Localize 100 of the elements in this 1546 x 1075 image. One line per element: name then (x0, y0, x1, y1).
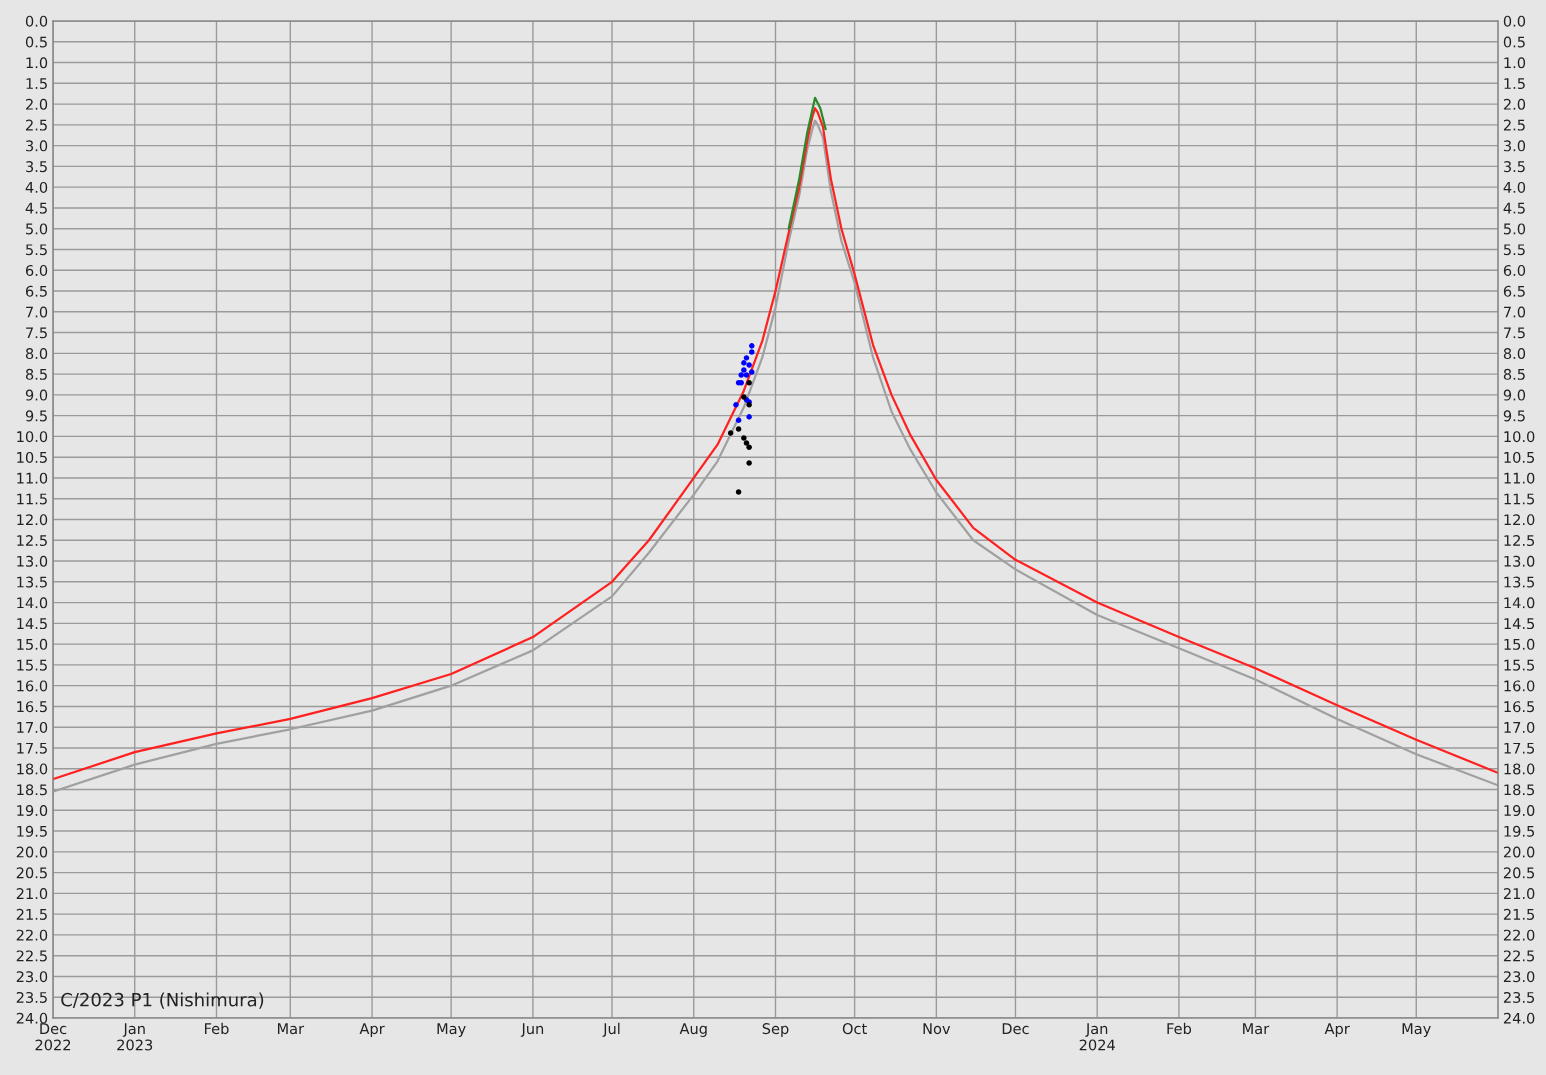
y2-tick-label: 6.0 (1503, 264, 1526, 276)
point (735, 417, 742, 423)
x-tick-label: Dec 2022 (35, 1023, 71, 1051)
y-tick-label: 23.5 (16, 991, 47, 1003)
y-tick-label: 20.5 (16, 867, 47, 879)
x-tick-label: Oct (842, 1023, 867, 1035)
y-tick-label: 2.5 (26, 119, 47, 131)
y2-tick-label: 0.0 (1503, 15, 1526, 27)
y2-tick-label: 21.0 (1503, 888, 1535, 900)
y2-tick-label: 9.5 (1503, 410, 1525, 422)
y2-tick-label: 2.0 (1503, 98, 1526, 110)
y-tick-label: 18.0 (17, 763, 48, 775)
point (748, 369, 755, 375)
point (746, 380, 752, 386)
y-tick-label: 5.5 (26, 244, 47, 256)
y-tick-label: 18.5 (17, 784, 47, 796)
y-tick-label: 3.0 (26, 140, 48, 152)
y2-tick-label: 17.0 (1504, 721, 1535, 733)
y2-tick-label: 10.5 (1504, 451, 1535, 463)
y-tick-label: 8.5 (25, 368, 47, 380)
y2-tick-label: 19.0 (1504, 805, 1535, 817)
point (735, 489, 742, 495)
x-tick-label: Jan 2023 (117, 1023, 153, 1051)
x-tick-label: Apr (359, 1023, 385, 1037)
y2-tick-label: 9.0 (1503, 389, 1526, 401)
y-tick-label: 2.0 (26, 98, 48, 110)
point (748, 343, 755, 349)
y2-tick-label: 6.5 (1503, 285, 1525, 297)
y-tick-label: 16.0 (17, 680, 48, 692)
y2-tick-label: 24.0 (1503, 1012, 1535, 1024)
x-tick-label: Dec (1002, 1023, 1029, 1035)
x-tick-label: Jun (520, 1023, 544, 1037)
y2-tick-label: 1.0 (1504, 57, 1526, 69)
y2-tick-label: 15.5 (1504, 659, 1535, 671)
y2-tick-label: 1.5 (1504, 78, 1525, 90)
y-tick-label: 10.5 (17, 451, 47, 463)
y2-tick-label: 12.0 (1504, 514, 1535, 526)
y-tick-label: 14.0 (17, 597, 48, 609)
y-tick-label: 12.0 (17, 514, 48, 526)
x-tick-label: Sep (762, 1023, 789, 1037)
y2-tick-label: 14.0 (1504, 597, 1535, 609)
y2-tick-label: 2.5 (1503, 119, 1525, 131)
y-tick-label: 13.0 (17, 555, 48, 567)
y2-tick-label: 21.5 (1503, 908, 1535, 920)
y2-tick-label: 13.0 (1504, 555, 1535, 567)
y2-tick-label: 4.0 (1503, 181, 1526, 193)
x-tick-label: Feb (205, 1022, 229, 1035)
y2-tick-label: 18.5 (1504, 784, 1535, 796)
y2-tick-label: 7.0 (1504, 306, 1526, 318)
y2-tick-label: 5.0 (1503, 223, 1526, 235)
x-tick-label: Aug (679, 1023, 707, 1037)
y-tick-label: 7.5 (26, 327, 47, 339)
y-tick-label: 11.0 (17, 472, 48, 484)
y-tick-label: 17.0 (17, 721, 48, 733)
text: C/2023 P1 (Nishimura) (61, 992, 264, 1009)
y2-tick-label: 17.5 (1504, 742, 1535, 754)
y-tick-label: 5.0 (26, 223, 48, 235)
line-series (787, 96, 827, 230)
point (733, 402, 739, 408)
y2-tick-label: 18.0 (1504, 763, 1535, 775)
point (741, 360, 747, 366)
y2-tick-label: 16.0 (1504, 680, 1535, 692)
y-tick-label: 16.5 (17, 701, 47, 713)
x-tick-label: Jul (602, 1022, 620, 1037)
x-tick-label: Mar (277, 1023, 305, 1035)
y-tick-label: 12.5 (17, 534, 47, 547)
y2-tick-label: 22.5 (1503, 950, 1535, 962)
y2-tick-label: 11.0 (1504, 472, 1535, 484)
point (735, 426, 742, 432)
y2-tick-label: 10.0 (1504, 431, 1535, 443)
y-tick-label: 11.5 (17, 493, 47, 505)
y2-tick-label: 8.0 (1503, 348, 1526, 360)
y2-tick-label: 20.0 (1503, 846, 1535, 858)
y2-tick-label: 4.5 (1503, 202, 1525, 214)
y2-tick-label: 0.5 (1503, 36, 1525, 48)
y2-tick-label: 22.0 (1503, 929, 1535, 941)
y2-tick-label: 13.5 (1504, 576, 1535, 588)
y2-tick-label: 3.5 (1503, 161, 1525, 173)
x-tick-label: Jan 2024 (1079, 1023, 1115, 1051)
y-tick-label: 6.5 (25, 285, 47, 297)
x-tick-label: Feb (1167, 1022, 1192, 1035)
point (746, 362, 752, 368)
x-tick-label: Nov (923, 1023, 951, 1035)
y2-tick-label: 15.0 (1504, 638, 1535, 650)
y2-tick-label: 5.5 (1503, 244, 1525, 256)
y-tick-label: 17.5 (17, 742, 47, 754)
y2-tick-label: 20.5 (1503, 867, 1535, 879)
point (741, 435, 747, 441)
y-tick-label: 19.0 (17, 805, 48, 817)
y-tick-label: 21.0 (16, 888, 48, 900)
point (727, 430, 734, 436)
y-tick-label: 3.5 (26, 161, 47, 173)
point (743, 440, 750, 446)
y-tick-label: 15.0 (17, 638, 48, 650)
y2-tick-label: 3.0 (1503, 140, 1526, 152)
y-tick-label: 1.5 (26, 78, 47, 90)
y-tick-label: 4.5 (25, 202, 47, 214)
y-tick-label: 7.0 (26, 306, 48, 318)
y-tick-label: 4.0 (25, 181, 48, 193)
y-tick-label: 22.0 (16, 929, 48, 941)
